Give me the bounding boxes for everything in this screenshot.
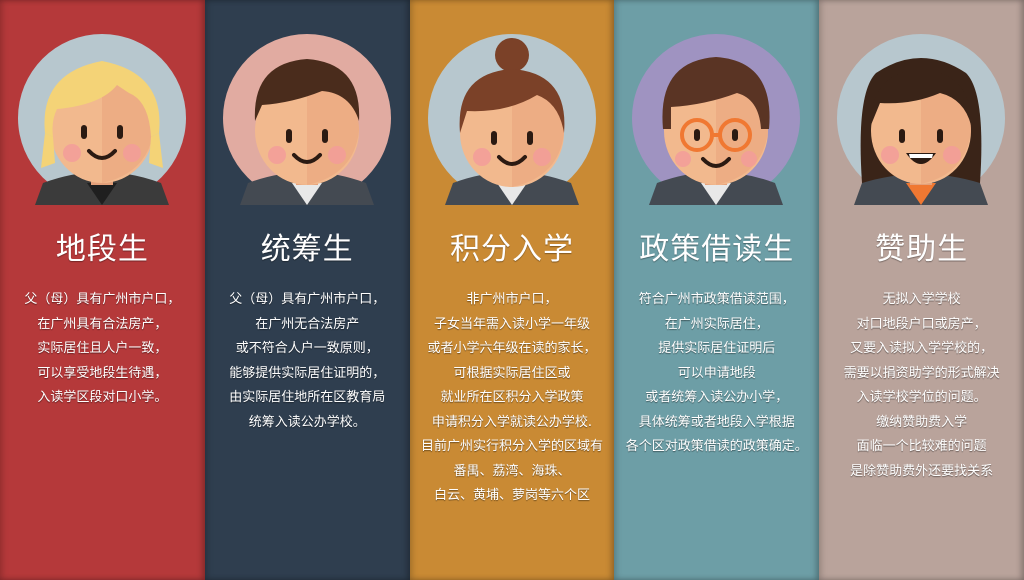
category-title: 赞助生 [875, 232, 969, 267]
category-title: 政策借读生 [639, 232, 795, 267]
description-line: 可以享受地段生待遇， [37, 365, 168, 381]
category-title: 地段生 [55, 232, 149, 267]
category-description: 非广州市户口， 子女当年需入读小学一年级 或者小学六年级在读的家长， 可根据实际… [414, 288, 611, 509]
description-line: 非广州市户口， [466, 292, 558, 307]
category-title: 积分入学 [449, 232, 574, 267]
column-diduansheng: 地段生 父（母）具有广州市户口， 在广州具有合法房产， 实际居住且人户一致， 可… [0, 0, 205, 580]
description-line: 入读学区段对口小学。 [37, 390, 168, 405]
description-line: 面临一个比较难的问题 [856, 439, 987, 454]
description-line: 在广州无合法房产 [255, 316, 360, 332]
description-line: 又要入读拟入学学校的， [850, 341, 994, 356]
column-jifenruxue: 积分入学 非广州市户口， 子女当年需入读小学一年级 或者小学六年级在读的家长， … [409, 0, 615, 580]
category-description: 父（母）具有广州市户口， 在广州具有合法房产， 实际居住且人户一致， 可以享受地… [4, 288, 201, 411]
description-line: 由实际居住地所在区教育局 [229, 390, 386, 405]
description-line: 父（母）具有广州市户口， [229, 292, 386, 307]
avatar-long-hair-girl-icon [837, 34, 1006, 205]
description-line: 入读学校学位的问题。 [856, 390, 987, 405]
description-line: 在广州具有合法房产， [37, 316, 168, 332]
description-line: 提供实际居住证明后 [658, 341, 776, 356]
description-line: 各个区对政策借读的政策确定。 [625, 439, 808, 454]
category-description: 无拟入学学校 对口地段户口或房产， 又要入读拟入学学校的， 需要以捐资助学的形式… [823, 288, 1020, 484]
column-zhengcejiedusheng: 政策借读生 符合广州市政策借读范围， 在广州实际居住， 提供实际居住证明后 可以… [614, 0, 820, 580]
avatar-dark-hair-boy-icon [222, 34, 391, 205]
description-line: 对口地段户口或房产， [856, 316, 987, 332]
description-line: 统筹入读公办学校。 [248, 414, 366, 430]
description-line: 无拟入学学校 [882, 292, 961, 307]
description-line: 番禺、荔湾、海珠、 [453, 463, 571, 479]
description-line: 能够提供实际居住证明的， [229, 365, 386, 381]
category-title: 统筹生 [260, 232, 354, 267]
description-line: 实际居住且人户一致， [37, 341, 168, 356]
description-line: 缴纳赞助费入学 [876, 414, 968, 430]
description-line: 或者统筹入读公办小学， [645, 390, 789, 405]
description-line: 可根据实际居住区或 [453, 365, 571, 381]
description-line: 或者小学六年级在读的家长， [427, 341, 597, 356]
avatar-glasses-boy-icon [632, 34, 801, 205]
category-description: 父（母）具有广州市户口， 在广州无合法房产 或不符合人户一致原则， 能够提供实际… [209, 288, 406, 435]
description-line: 是除赞助费外还要找关系 [850, 463, 994, 479]
avatar-blonde-boy-icon [18, 34, 186, 205]
description-line: 父（母）具有广州市户口， [24, 292, 181, 307]
column-tongchousheng: 统筹生 父（母）具有广州市户口， 在广州无合法房产 或不符合人户一致原则， 能够… [204, 0, 410, 580]
description-line: 符合广州市政策借读范围， [638, 292, 795, 307]
avatar-bun-hair-woman-icon [427, 34, 596, 205]
description-line: 目前广州实行积分入学的区域有 [420, 439, 603, 454]
description-line: 具体统筹或者地段入学根据 [638, 414, 795, 430]
description-line: 就业所在区积分入学政策 [440, 390, 584, 405]
description-line: 子女当年需入读小学一年级 [433, 316, 590, 332]
description-line: 白云、黄埔、萝岗等六个区 [433, 488, 590, 503]
category-description: 符合广州市政策借读范围， 在广州实际居住， 提供实际居住证明后 可以申请地段 或… [618, 288, 815, 460]
column-zanzhusheng: 赞助生 无拟入学学校 对口地段户口或房产， 又要入读拟入学学校的， 需要以捐资助… [819, 0, 1024, 580]
description-line: 可以申请地段 [677, 365, 756, 381]
description-line: 需要以捐资助学的形式解决 [843, 365, 1000, 381]
description-line: 申请积分入学就读公办学校. [431, 414, 593, 430]
description-line: 在广州实际居住， [664, 316, 769, 332]
description-line: 或不符合人户一致原则， [235, 341, 379, 356]
